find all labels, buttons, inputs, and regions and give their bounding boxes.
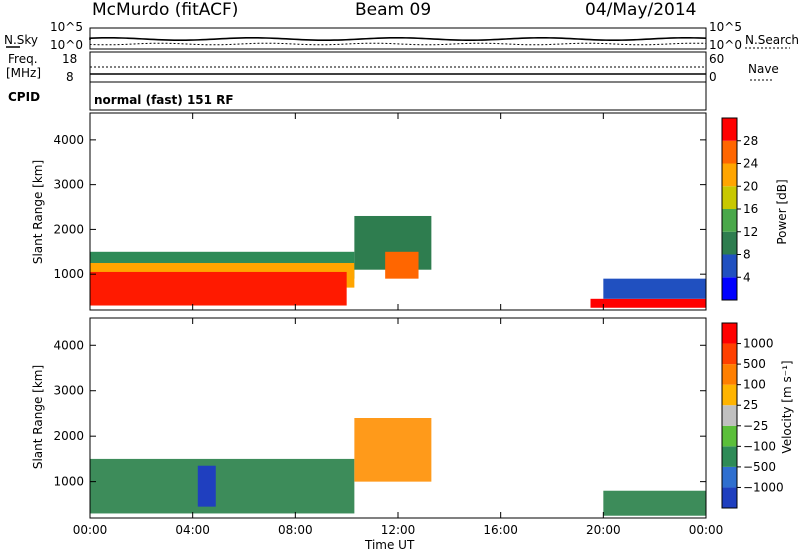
power-colorbar-tick-label: 28 [743, 134, 758, 148]
power-colorbar-tick-label: 24 [743, 157, 758, 171]
velocity-colorbar-swatch [722, 364, 737, 385]
velocity-colorbar-swatch [722, 405, 737, 426]
velocity-ytick-label: 4000 [53, 338, 84, 352]
power-ytick-label: 1000 [53, 267, 84, 281]
velocity-late-band [603, 490, 706, 516]
xaxis-label: Time UT [365, 538, 415, 552]
power-colorbar-tick-label: 4 [743, 270, 751, 284]
station-title: McMurdo (fitACF) [92, 0, 239, 20]
mode-label: normal (fast) 151 RF [94, 93, 234, 107]
nsearch-label: N.Search [745, 33, 800, 47]
power-colorbar-tick-label: 16 [743, 202, 758, 216]
velocity-colorbar-tick-label: 1000 [743, 337, 774, 351]
freq-tick-bottom: 8 [66, 70, 74, 84]
noise-tick-left-bottom: 10^0 [50, 38, 83, 52]
power-colorbar-swatch [722, 163, 737, 187]
velocity-colorbar-tick-label: 25 [743, 398, 758, 412]
velocity-colorbar-swatch [722, 323, 737, 344]
velocity-ytick-label: 3000 [53, 384, 84, 398]
power-colorbar-swatch [722, 254, 737, 278]
velocity-xtick-label: 00:00 [73, 523, 108, 537]
velocity-colorbar-tick-label: −500 [743, 460, 776, 474]
nsky-line [89, 36, 707, 42]
velocity-colorbar-frame [721, 322, 738, 509]
velocity-colorbar-swatch [722, 384, 737, 406]
power-colorbar-swatch [722, 186, 737, 209]
date-title: 04/May/2014 [585, 0, 697, 20]
power-ytick-label: 3000 [53, 178, 84, 192]
power-rise-core [385, 251, 419, 279]
velocity-colorbar-swatch [722, 487, 737, 508]
power-band-core [90, 271, 347, 306]
nsearch-line [89, 42, 707, 46]
noise-tick-right-bottom: 10^0 [709, 38, 742, 52]
cpid-panel-frame [89, 81, 707, 111]
velocity-band [90, 458, 355, 514]
power-colorbar-swatch [722, 140, 737, 164]
freq-label-2: [MHz] [6, 66, 42, 80]
velocity-colorbar-swatch [722, 425, 737, 447]
nave-tick-bottom: 0 [709, 70, 717, 84]
velocity-colorbar-swatch [722, 466, 737, 488]
velocity-colorbar-tick-label: −100 [743, 439, 776, 453]
nave-tick-top: 60 [709, 52, 725, 66]
cpid-label: CPID [8, 90, 41, 104]
power-colorbar-swatch [722, 277, 737, 300]
velocity-xtick-label: 08:00 [278, 523, 313, 537]
power-late-upper [603, 278, 706, 299]
noise-tick-right-top: 10^5 [709, 20, 742, 34]
freq-tick-top: 18 [62, 52, 78, 66]
velocity-xtick-label: 04:00 [175, 523, 210, 537]
power-colorbar-swatch [722, 118, 737, 141]
noise-tick-left-top: 10^5 [50, 20, 83, 34]
velocity-xtick-label: 20:00 [586, 523, 621, 537]
beam-title: Beam 09 [355, 0, 432, 20]
power-colorbar-tick-label: 20 [743, 179, 758, 193]
velocity-colorbar-swatch [722, 446, 737, 467]
velocity-blue-patch [197, 465, 216, 507]
power-colorbar-tick-label: 12 [743, 225, 758, 239]
velocity-colorbar-tick-label: −25 [743, 419, 768, 433]
velocity-xtick-label: 16:00 [483, 523, 518, 537]
velocity-xtick-label: 00:00 [689, 523, 724, 537]
power-colorbar-swatch [722, 209, 737, 232]
velocity-xtick-label: 12:00 [381, 523, 416, 537]
velocity-ytick-label: 2000 [53, 429, 84, 443]
power-colorbar-tick-label: 8 [743, 248, 751, 262]
velocity-rise [354, 418, 432, 482]
freq-label-1: Freq. [8, 52, 38, 66]
power-late-band [590, 298, 706, 308]
velocity-colorbar-tick-label: 100 [743, 378, 766, 392]
velocity-colorbar-tick-label: 500 [743, 357, 766, 371]
power-ytick-label: 2000 [53, 222, 84, 236]
nave-label: Nave [748, 62, 779, 76]
power-colorbar-swatch [722, 231, 737, 255]
velocity-ytick-label: 1000 [53, 475, 84, 489]
nsky-label: N.Sky [4, 33, 39, 47]
power-ytick-label: 4000 [53, 133, 84, 147]
velocity-colorbar-tick-label: −1000 [743, 480, 784, 494]
velocity-colorbar-swatch [722, 343, 737, 365]
